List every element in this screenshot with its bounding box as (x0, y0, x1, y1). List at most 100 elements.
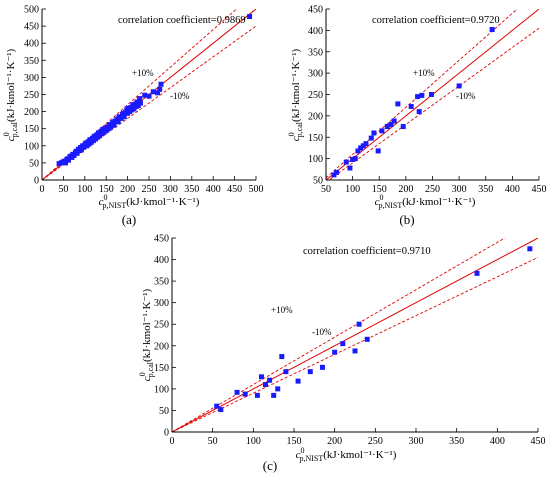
x-tick-label: 250 (368, 436, 383, 447)
y-tick-label: 400 (24, 39, 39, 50)
x-axis-title: c0 p,NIST(kJ·kmol⁻¹·K⁻¹) (296, 446, 397, 463)
axis-subscript: p,NIST (378, 201, 402, 210)
axis-unit: (kJ·kmol⁻¹·K⁻¹) (5, 48, 17, 122)
panel-caption: (a) (122, 212, 136, 227)
y-tick-label: 200 (154, 341, 169, 352)
data-point (307, 369, 313, 375)
minus-10-percent-label: -10% (312, 327, 332, 337)
data-point (388, 121, 394, 127)
data-point (111, 122, 117, 128)
plus-10-percent-label: +10% (132, 68, 154, 78)
x-tick-label: 50 (321, 184, 331, 195)
data-point (527, 246, 533, 252)
minus-10-percent-label: -10% (170, 91, 190, 101)
x-tick-label: 50 (58, 184, 68, 195)
data-point (408, 103, 414, 109)
data-point (63, 160, 69, 166)
y-axis-title: c0p,cal(kJ·kmol⁻¹·K⁻¹) (138, 288, 155, 381)
data-point (118, 115, 124, 121)
x-tick-label: 300 (409, 436, 424, 447)
data-point (271, 392, 277, 398)
x-tick-label: 400 (206, 184, 221, 195)
data-point (121, 114, 127, 120)
data-point (283, 369, 289, 375)
axis-superscript: 0 (287, 132, 296, 136)
data-point (87, 137, 93, 143)
axis-subscript: p,cal (146, 361, 155, 377)
y-tick-label: 100 (24, 141, 39, 152)
y-tick-label: 450 (154, 234, 169, 245)
y-tick-label: 100 (308, 154, 323, 165)
data-point (137, 100, 143, 106)
data-point (334, 169, 340, 175)
data-point (379, 128, 385, 134)
plus-10-percent-label: +10% (413, 68, 435, 78)
data-point (419, 92, 425, 98)
y-tick-label: 350 (154, 277, 169, 288)
data-point (83, 140, 89, 146)
parity-plot-panel: 0 50 100 150 200 250 300 350 400 450 0 50 100 150 200 2… (138, 234, 546, 474)
y-tick-label: 300 (24, 73, 39, 84)
data-point (78, 147, 84, 153)
data-point (130, 102, 136, 108)
x-tick-label: 300 (452, 184, 467, 195)
data-point (234, 389, 240, 395)
correlation-annotation: correlation coefficient=0.9710 (303, 246, 431, 257)
x-tick-label: 200 (327, 436, 342, 447)
data-point (384, 124, 390, 130)
y-tick-label: 50 (313, 176, 323, 187)
x-tick-label: 0 (40, 184, 45, 195)
x-tick-label: 100 (77, 184, 92, 195)
y-tick-label: 50 (29, 158, 39, 169)
y-tick-label: 400 (154, 255, 169, 266)
data-point (137, 96, 143, 102)
axis-symbol: c (296, 449, 301, 461)
axis-subscript: p,NIST (102, 201, 126, 210)
x-tick-label: 100 (345, 184, 360, 195)
y-tick-label: 250 (154, 320, 169, 331)
data-point (279, 354, 285, 360)
data-point (360, 143, 366, 149)
parity-plot-panel: 50 100 150 200 250 300 350 400 450 50 100 150 200 250… (287, 5, 547, 228)
data-point (275, 386, 281, 392)
data-point (107, 124, 113, 130)
y-tick-label: 200 (308, 111, 323, 122)
data-point (332, 349, 338, 355)
data-point (347, 165, 353, 171)
data-point (474, 270, 480, 276)
panel-caption: (b) (399, 212, 414, 227)
data-point (74, 150, 80, 156)
data-point (295, 378, 301, 384)
y-tick-label: 300 (308, 69, 323, 80)
data-point (146, 93, 152, 99)
data-point (258, 374, 264, 380)
x-tick-label: 450 (227, 184, 242, 195)
correlation-annotation: correlation coefficient=0.9720 (372, 15, 500, 26)
data-point (263, 382, 269, 388)
data-point (267, 377, 273, 383)
axis-unit: (kJ·kmol⁻¹·K⁻¹) (402, 196, 476, 208)
data-point (352, 348, 358, 354)
axis-unit: (kJ·kmol⁻¹·K⁻¹) (141, 288, 153, 362)
x-axis-title: c0 p,NIST(kJ·kmol⁻¹·K⁻¹) (99, 193, 200, 210)
axis-superscript: 0 (300, 446, 304, 455)
y-axis-title: c0p,cal(kJ·kmol⁻¹·K⁻¹) (287, 48, 304, 141)
data-point (71, 152, 77, 158)
axis-superscript: 0 (103, 193, 107, 202)
x-tick-label: 500 (249, 184, 264, 195)
correlation-annotation: correlation coefficient=0.9869 (118, 15, 246, 26)
data-point (214, 403, 220, 409)
data-point (352, 156, 358, 162)
y-tick-label: 450 (24, 22, 39, 33)
x-tick-label: 250 (142, 184, 157, 195)
y-tick-label: 350 (308, 47, 323, 58)
axis-symbol: c (290, 136, 302, 141)
x-tick-label: 350 (478, 184, 493, 195)
x-tick-label: 200 (120, 184, 135, 195)
x-tick-label: 150 (372, 184, 387, 195)
x-tick-label: 0 (170, 436, 175, 447)
axis-superscript: 0 (138, 372, 147, 376)
axis-symbol: c (99, 196, 104, 208)
data-point (391, 118, 397, 124)
